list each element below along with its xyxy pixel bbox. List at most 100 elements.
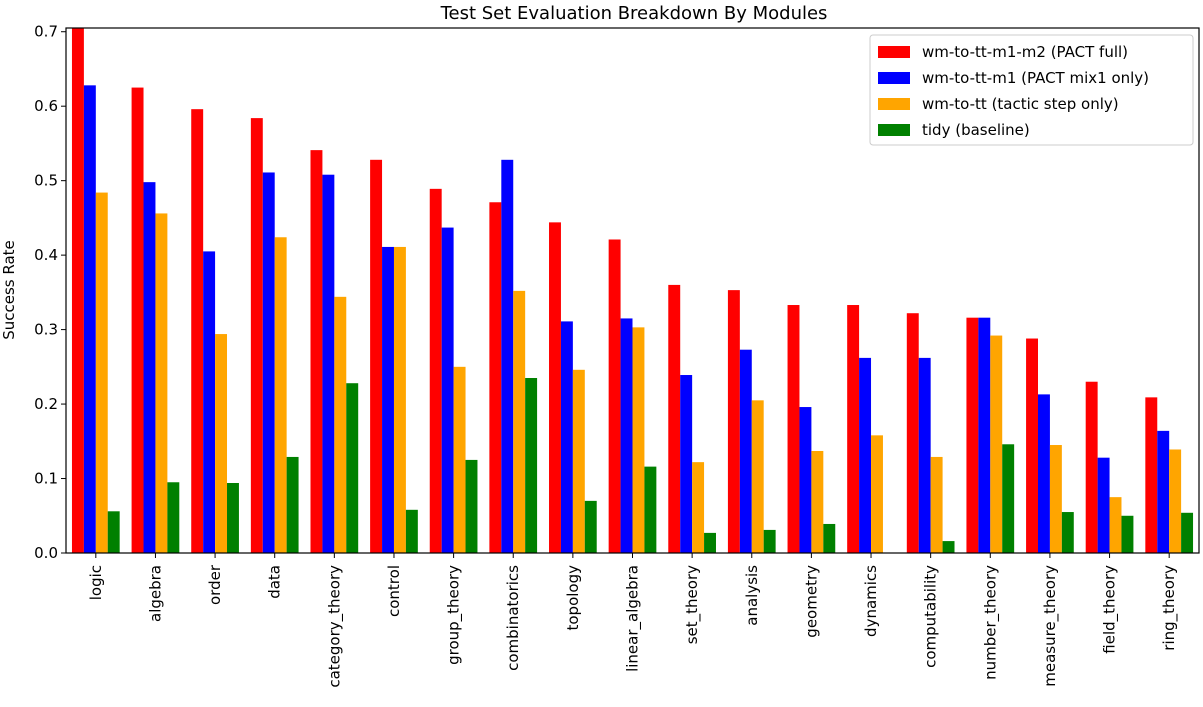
bar-geometry-series-4 (823, 523, 836, 553)
x-tick-label-category_theory: category_theory (325, 565, 344, 688)
x-tick-label-linear_algebra: linear_algebra (624, 565, 643, 672)
legend-swatch-2 (878, 72, 910, 84)
bar-measure_theory-series-2 (1037, 394, 1050, 553)
x-tick-label-field_theory: field_theory (1101, 565, 1120, 654)
bars-layer (71, 28, 1194, 554)
bar-topology-series-3 (572, 369, 585, 553)
bar-geometry-series-3 (811, 450, 824, 553)
x-tick-label-analysis: analysis (743, 565, 761, 626)
bar-dynamics-series-3 (871, 435, 883, 553)
bar-ring_theory-series-1 (1145, 397, 1158, 553)
bar-combinatorics-series-3 (513, 290, 526, 553)
bar-data-series-2 (262, 172, 275, 553)
bar-analysis-series-1 (727, 290, 740, 553)
bar-order-series-2 (203, 251, 216, 553)
bar-set_theory-series-2 (680, 375, 693, 553)
bar-combinatorics-series-2 (501, 159, 514, 553)
bar-logic-series-3 (95, 192, 108, 553)
legend-label-2: wm-to-tt-m1 (PACT mix1 only) (922, 69, 1149, 87)
bar-set_theory-series-1 (668, 284, 681, 553)
bar-algebra-series-4 (167, 482, 180, 553)
bar-field_theory-series-4 (1121, 515, 1134, 553)
bar-group_theory-series-3 (453, 366, 466, 553)
bar-computability-series-4 (942, 541, 955, 553)
y-tick-label: 0.5 (34, 172, 58, 190)
legend-swatch-1 (878, 46, 910, 58)
bar-computability-series-2 (918, 357, 931, 553)
y-tick-label: 0.4 (34, 246, 58, 264)
bar-computability-series-1 (906, 313, 919, 553)
bar-combinatorics-series-4 (525, 378, 538, 553)
bar-ring_theory-series-2 (1157, 430, 1170, 553)
y-tick-label: 0.3 (34, 321, 58, 339)
bar-data-series-1 (250, 118, 263, 554)
bar-group_theory-series-1 (429, 188, 442, 553)
legend-swatch-3 (878, 98, 910, 110)
x-tick-label-computability: computability (922, 565, 940, 668)
bar-group_theory-series-4 (465, 459, 478, 553)
bar-number_theory-series-4 (1002, 444, 1015, 553)
plot-frame (65, 27, 1200, 554)
bar-order-series-1 (191, 109, 204, 554)
bar-ring_theory-series-3 (1169, 449, 1182, 553)
bar-control-series-2 (382, 246, 394, 553)
bar-logic-series-2 (83, 85, 96, 553)
y-axis-label: Success Rate (0, 240, 18, 340)
bar-analysis-series-4 (763, 529, 776, 553)
x-tick-label-order: order (206, 564, 224, 605)
bar-category_theory-series-1 (310, 150, 323, 553)
bar-analysis-series-3 (751, 400, 764, 553)
x-tick-label-logic: logic (87, 565, 105, 600)
legend-label-4: tidy (baseline) (922, 121, 1030, 139)
y-tick-label: 0.2 (34, 395, 58, 413)
bar-field_theory-series-1 (1085, 381, 1098, 553)
bar-field_theory-series-2 (1097, 457, 1110, 553)
bar-linear_algebra-series-1 (608, 239, 621, 554)
bar-logic-series-1 (71, 28, 84, 553)
x-tick-label-ring_theory: ring_theory (1160, 565, 1179, 651)
bar-group_theory-series-2 (441, 227, 454, 553)
bar-number_theory-series-1 (966, 317, 979, 553)
bar-control-series-1 (370, 159, 383, 553)
bar-order-series-3 (215, 334, 228, 553)
bar-algebra-series-1 (131, 87, 144, 553)
bar-geometry-series-1 (787, 305, 800, 553)
bar-ring_theory-series-4 (1181, 512, 1194, 553)
bar-geometry-series-2 (799, 407, 812, 553)
x-axis: logic algebra order data category_theory cont… (87, 553, 1179, 688)
bar-measure_theory-series-4 (1061, 512, 1074, 553)
bar-data-series-4 (286, 456, 299, 553)
y-axis: 0.0 0.1 0.2 0.3 0.4 0.5 0.6 0.7 (34, 23, 66, 562)
y-tick-label: 0.7 (34, 23, 58, 41)
y-tick-label: 0.1 (34, 470, 58, 488)
x-tick-label-algebra: algebra (146, 565, 164, 622)
bar-data-series-3 (274, 237, 287, 553)
bar-number_theory-series-3 (990, 335, 1003, 553)
bar-dynamics-series-2 (859, 357, 872, 553)
x-tick-label-measure_theory: measure_theory (1041, 565, 1060, 687)
bar-algebra-series-2 (143, 182, 156, 553)
bar-category_theory-series-2 (322, 174, 335, 553)
bar-measure_theory-series-3 (1049, 445, 1062, 553)
x-tick-label-topology: topology (564, 565, 582, 631)
bar-set_theory-series-4 (704, 532, 716, 553)
legend-box (869, 34, 1194, 146)
x-tick-label-control: control (385, 565, 403, 617)
bar-logic-series-4 (107, 511, 120, 553)
x-tick-label-group_theory: group_theory (445, 565, 464, 665)
bar-control-series-3 (393, 246, 406, 553)
bar-analysis-series-2 (739, 349, 752, 553)
x-tick-label-geometry: geometry (802, 565, 820, 638)
bar-category_theory-series-3 (334, 296, 347, 553)
bar-topology-series-1 (549, 222, 561, 554)
bar-linear_algebra-series-4 (644, 466, 657, 553)
x-tick-label-data: data (266, 565, 284, 599)
x-tick-label-number_theory: number_theory (981, 565, 1000, 680)
x-tick-label-set_theory: set_theory (683, 565, 702, 644)
y-tick-label: 0.6 (34, 97, 58, 115)
legend-label-1: wm-to-tt-m1-m2 (PACT full) (922, 43, 1128, 61)
bar-order-series-4 (227, 483, 239, 553)
bar-number_theory-series-2 (978, 317, 991, 553)
bar-linear_algebra-series-3 (632, 327, 645, 553)
bar-control-series-4 (405, 509, 418, 553)
